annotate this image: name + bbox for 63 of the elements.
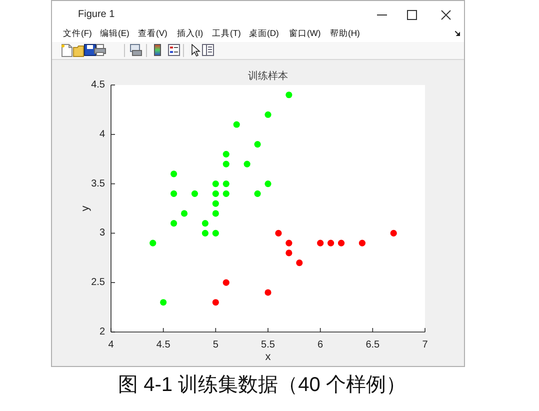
point <box>254 190 261 197</box>
text: 帮助(H) <box>330 28 360 38</box>
text: 文件(F) <box>63 28 92 38</box>
x-axis-title: x <box>265 351 271 363</box>
x-tick-label: 5.5 <box>261 340 276 350</box>
point <box>317 240 324 246</box>
x-tick-label: 4.5 <box>156 340 171 350</box>
y-tick-label: 3.5 <box>91 178 106 190</box>
point <box>212 180 219 188</box>
caption: Figure 1 <box>78 9 115 20</box>
point <box>338 240 345 246</box>
text: 编辑(E) <box>100 28 130 38</box>
point <box>328 240 334 246</box>
x-tick-label: 6 <box>318 340 324 350</box>
x-tick-label: 5 <box>212 340 219 350</box>
point <box>254 140 261 148</box>
chart-title: 训练样本 <box>248 71 288 82</box>
point <box>286 92 292 98</box>
point <box>170 170 178 178</box>
y-tick-label: 2 <box>99 326 106 338</box>
point <box>275 230 282 236</box>
y-tick-label: 4 <box>99 128 106 140</box>
point <box>170 190 178 197</box>
point <box>390 230 397 236</box>
point <box>160 299 167 306</box>
point <box>212 190 219 197</box>
y-tick-label: 4.5 <box>91 80 106 90</box>
point <box>202 230 208 236</box>
point <box>358 240 366 246</box>
caption: 图 4-1 训练集数据（40 个样例） <box>118 374 406 396</box>
x-tick-label: 7 <box>422 340 428 350</box>
point <box>212 299 219 306</box>
text: 窗口(W) <box>289 28 321 38</box>
point <box>264 180 272 188</box>
point <box>170 220 178 227</box>
text: 工具(T) <box>212 28 241 38</box>
point <box>212 230 219 236</box>
point <box>244 160 250 168</box>
text: 桌面(D) <box>249 28 279 38</box>
y-axis-title: y <box>80 205 92 211</box>
y-tick-label: 3 <box>99 228 106 239</box>
point <box>286 240 292 246</box>
point <box>191 190 198 197</box>
x-tick-label: 6.5 <box>366 340 380 350</box>
text: 插入(I) <box>177 28 204 38</box>
point <box>222 150 230 158</box>
point <box>202 220 208 227</box>
point <box>180 210 188 217</box>
x-tick-label: 4 <box>108 340 114 350</box>
point <box>222 160 230 168</box>
point <box>264 289 272 296</box>
point <box>222 190 230 197</box>
point <box>264 111 272 118</box>
point <box>222 279 230 286</box>
text: 查看(V) <box>138 28 168 38</box>
point <box>150 240 156 246</box>
point <box>222 180 230 188</box>
y-tick-label: 2.5 <box>91 277 106 288</box>
point <box>286 250 292 256</box>
point <box>212 200 219 207</box>
point <box>296 260 303 266</box>
point <box>233 121 240 128</box>
point <box>212 210 219 217</box>
